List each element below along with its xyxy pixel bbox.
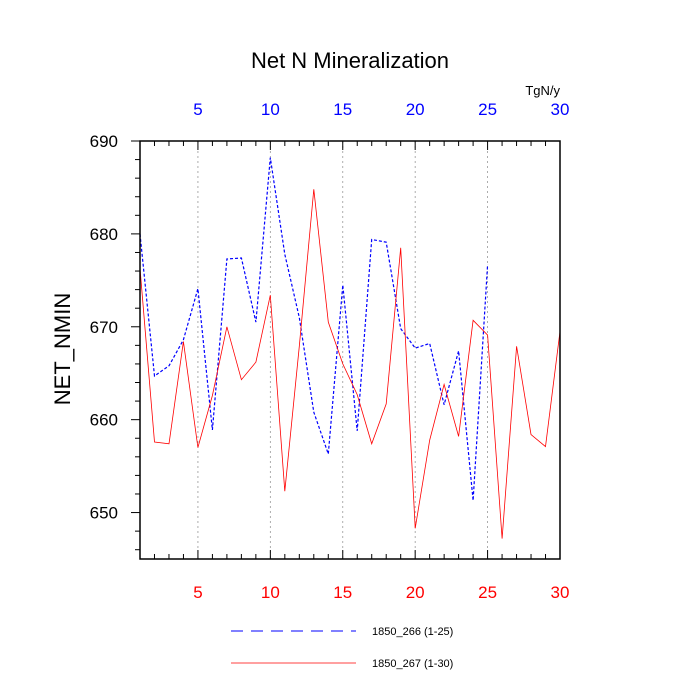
data-point-s1-16 bbox=[356, 430, 358, 432]
data-point-s2-24 bbox=[472, 319, 474, 321]
legend: 1850_266 (1-25) 1850_267 (1-30) bbox=[231, 626, 453, 670]
data-point-s2-11 bbox=[284, 490, 286, 492]
series-line-1 bbox=[139, 157, 489, 501]
series-line-2 bbox=[139, 189, 561, 539]
data-point-s1-22 bbox=[443, 404, 445, 406]
grid-lines bbox=[197, 141, 488, 559]
data-point-s2-5 bbox=[197, 446, 199, 448]
y-tick-label: 680 bbox=[90, 225, 118, 244]
data-point-s2-20 bbox=[414, 527, 416, 529]
data-point-s1-7 bbox=[226, 258, 228, 260]
data-point-s2-9 bbox=[255, 361, 257, 363]
data-point-s2-27 bbox=[515, 345, 517, 347]
x-bottom-tick-label: 15 bbox=[333, 583, 352, 602]
x-bottom-tick-label: 20 bbox=[406, 583, 425, 602]
data-point-s2-17 bbox=[371, 443, 373, 445]
data-point-s2-15 bbox=[342, 363, 344, 365]
y-tick-label: 660 bbox=[90, 411, 118, 430]
chart-title: Net N Mineralization bbox=[251, 48, 449, 73]
data-point-s2-28 bbox=[530, 433, 532, 435]
x-top-tick-label: 30 bbox=[551, 100, 570, 119]
data-point-s2-10 bbox=[269, 294, 271, 296]
series-lines bbox=[139, 157, 561, 539]
data-point-s1-19 bbox=[399, 327, 401, 329]
data-point-s1-11 bbox=[284, 253, 286, 255]
data-point-s2-8 bbox=[240, 379, 242, 381]
data-point-s2-29 bbox=[544, 445, 546, 447]
plot-frame bbox=[139, 140, 561, 560]
data-point-s1-15 bbox=[342, 284, 344, 286]
x-top-tick-label: 10 bbox=[261, 100, 280, 119]
data-point-s1-13 bbox=[313, 411, 315, 413]
data-point-s1-20 bbox=[414, 347, 416, 349]
x-top-tick-label: 5 bbox=[193, 100, 202, 119]
data-point-s2-19 bbox=[399, 247, 401, 249]
x-bottom-tick-label: 10 bbox=[261, 583, 280, 602]
data-point-s2-26 bbox=[501, 537, 503, 539]
data-point-s1-18 bbox=[385, 241, 387, 243]
y-axis-label: NET_NMIN bbox=[50, 293, 75, 405]
data-point-s2-12 bbox=[298, 345, 300, 347]
data-point-s1-24 bbox=[472, 499, 474, 501]
data-point-s1-17 bbox=[371, 238, 373, 240]
data-point-s2-21 bbox=[428, 439, 430, 441]
x-top-tick-label: 15 bbox=[333, 100, 352, 119]
x-bottom-tick-label: 5 bbox=[193, 583, 202, 602]
x-top-tick-label: 25 bbox=[478, 100, 497, 119]
tick-labels: 5 10 15 20 25 30 5 10 15 20 25 30 650 660 670 680 690 bbox=[90, 100, 570, 602]
data-point-s1-10 bbox=[269, 157, 271, 159]
data-point-s1-5 bbox=[197, 287, 199, 289]
data-point-s2-7 bbox=[226, 326, 228, 328]
data-point-s2-6 bbox=[211, 394, 213, 396]
data-point-s2-4 bbox=[182, 340, 184, 342]
legend-label-2: 1850_267 (1-30) bbox=[372, 658, 453, 670]
data-point-s1-9 bbox=[255, 321, 257, 323]
data-point-s2-22 bbox=[443, 383, 445, 385]
data-point-s1-25 bbox=[486, 263, 488, 265]
legend-label-1: 1850_266 (1-25) bbox=[372, 626, 453, 638]
data-point-s1-6 bbox=[211, 429, 213, 431]
axis-ticks bbox=[131, 140, 561, 559]
data-point-s2-14 bbox=[327, 321, 329, 323]
data-point-s1-23 bbox=[457, 350, 459, 352]
data-point-s2-13 bbox=[313, 188, 315, 190]
y-tick-label: 690 bbox=[90, 132, 118, 151]
data-point-s2-23 bbox=[457, 435, 459, 437]
units-label: TgN/y bbox=[525, 83, 560, 98]
data-point-s1-8 bbox=[240, 257, 242, 259]
data-point-s2-3 bbox=[168, 443, 170, 445]
y-tick-label: 650 bbox=[90, 504, 118, 523]
data-point-s1-21 bbox=[428, 342, 430, 344]
data-point-s1-14 bbox=[327, 453, 329, 455]
data-point-s1-12 bbox=[298, 316, 300, 318]
data-point-s2-18 bbox=[385, 403, 387, 405]
data-point-s1-3 bbox=[168, 365, 170, 367]
y-tick-label: 670 bbox=[90, 318, 118, 337]
data-point-s2-25 bbox=[486, 334, 488, 336]
data-point-s2-2 bbox=[153, 441, 155, 443]
data-point-s1-2 bbox=[153, 375, 155, 377]
x-bottom-tick-label: 25 bbox=[478, 583, 497, 602]
x-bottom-tick-label: 30 bbox=[551, 583, 570, 602]
data-point-s2-16 bbox=[356, 393, 358, 395]
x-top-tick-label: 20 bbox=[406, 100, 425, 119]
